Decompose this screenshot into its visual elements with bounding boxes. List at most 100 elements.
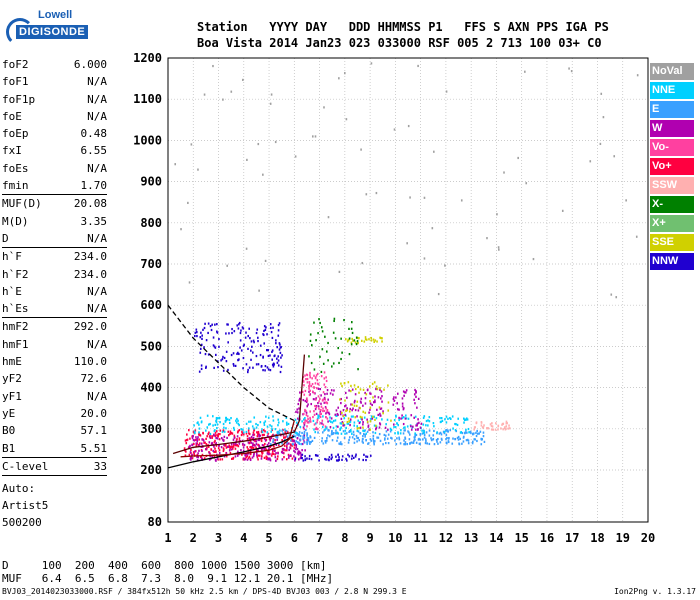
echo-point [353, 441, 356, 444]
echo-point [314, 404, 316, 408]
echo-point [274, 140, 277, 144]
echo-point [246, 446, 249, 449]
echo-point [470, 431, 472, 435]
echo-point [262, 355, 264, 358]
echo-point [385, 430, 388, 433]
echo-point [186, 433, 188, 436]
echo-point [322, 362, 325, 365]
echo-point [369, 392, 371, 395]
echo-point [297, 453, 300, 456]
echo-point [296, 437, 299, 440]
legend-item-nne: NNE [650, 82, 694, 99]
echo-point [221, 458, 224, 461]
echo-point [436, 431, 438, 434]
echo-point [636, 74, 639, 77]
echo-point [313, 386, 315, 389]
echo-point [320, 408, 322, 412]
echo-point [259, 434, 262, 437]
echo-point [320, 412, 322, 416]
echo-point [456, 436, 459, 440]
echo-point [256, 456, 259, 459]
echo-point [340, 397, 342, 401]
echo-point [206, 426, 209, 429]
echo-point [375, 417, 378, 420]
echo-point [383, 388, 385, 391]
echo-point [260, 439, 263, 443]
echo-point [196, 437, 198, 441]
echo-point [461, 442, 463, 445]
echo-point [263, 433, 265, 436]
echo-point [302, 379, 305, 382]
echo-point [414, 402, 416, 405]
echo-point [357, 419, 359, 422]
digisonde-logo: Lowell DIGISONDE [4, 8, 89, 46]
echo-point [269, 445, 271, 449]
echo-point [602, 116, 605, 119]
echo-point [310, 361, 313, 365]
echo-point [216, 457, 219, 460]
echo-point [349, 423, 351, 427]
echo-point [321, 330, 324, 333]
echo-point [238, 437, 241, 440]
echo-point [483, 424, 485, 427]
echo-point [404, 391, 406, 394]
echo-point [255, 331, 258, 335]
echo-point [304, 458, 307, 461]
echo-point [437, 442, 439, 445]
echo-point [241, 432, 244, 435]
echo-point [413, 393, 416, 396]
echo-point [345, 426, 347, 430]
echo-point [215, 444, 218, 447]
echo-point [328, 435, 331, 438]
echo-point [279, 351, 282, 354]
echo-point [491, 425, 494, 428]
echo-point [311, 135, 314, 138]
echo-point [275, 339, 277, 342]
legend: NoVal NNE E W Vo- Vo+ SSW X- X+ SSE NNW [650, 63, 694, 272]
echo-point [309, 418, 312, 421]
echo-point [313, 423, 316, 426]
echo-point [209, 422, 211, 426]
echo-point [330, 457, 333, 461]
echo-point [467, 442, 470, 445]
echo-point [282, 448, 285, 451]
echo-point [361, 440, 364, 443]
echo-point [354, 387, 357, 391]
echo-point [303, 418, 305, 421]
echo-point [334, 337, 337, 340]
y-tick-label: 1100 [133, 92, 162, 106]
echo-point [192, 434, 194, 438]
echo-point [463, 421, 465, 424]
echo-point [193, 424, 195, 427]
echo-point [196, 455, 198, 459]
echo-point [360, 397, 363, 400]
echo-point [263, 342, 266, 345]
echo-point [299, 435, 302, 438]
echo-point [200, 455, 202, 459]
echo-point [355, 404, 358, 407]
echo-point [315, 406, 318, 409]
echo-point [447, 440, 450, 443]
echo-point [198, 433, 200, 436]
echo-point [482, 431, 485, 434]
x-tick-label: 1 [164, 531, 171, 545]
echo-point [348, 429, 351, 433]
echo-point [325, 350, 328, 353]
param-value: N/A [87, 75, 107, 89]
echo-point [379, 423, 382, 426]
echo-point [248, 366, 251, 369]
echo-point [276, 432, 279, 435]
echo-point [304, 399, 307, 403]
echo-point [212, 336, 215, 339]
echo-point [218, 444, 220, 447]
echo-point [412, 425, 414, 428]
echo-point [386, 437, 389, 440]
echo-point [301, 449, 303, 452]
echo-point [319, 397, 321, 400]
echo-point [457, 417, 459, 420]
echo-point [208, 423, 210, 426]
echo-point [205, 339, 208, 342]
echo-point [323, 409, 326, 413]
echo-point [238, 323, 240, 326]
echo-point [373, 424, 376, 427]
